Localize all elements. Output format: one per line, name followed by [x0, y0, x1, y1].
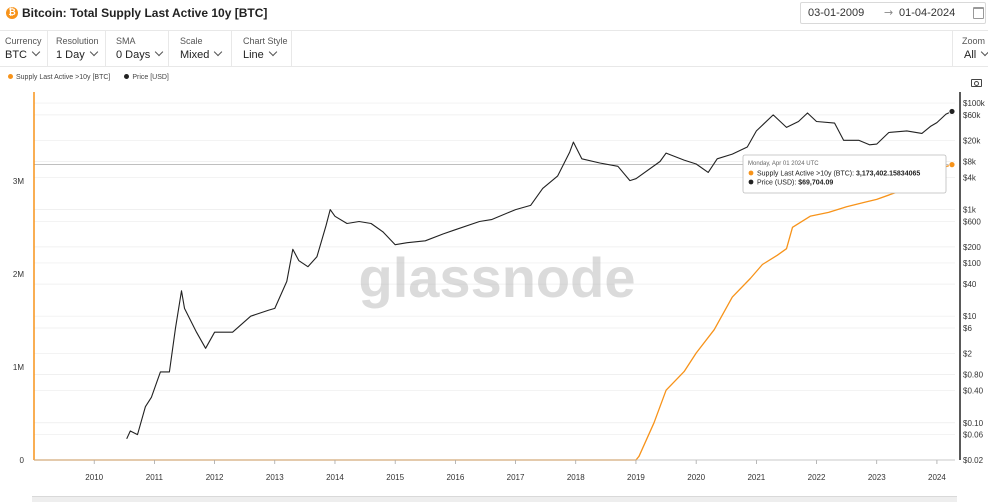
tooltip-line-price: Price (USD): $69,704.09 [757, 180, 833, 187]
x-axis-tick-label: 2019 [627, 473, 645, 482]
chevron-down-icon [980, 47, 988, 57]
series-line-price [126, 110, 953, 440]
tooltip-date: Monday, Apr 01 2024 UTC [748, 161, 819, 167]
x-axis-tick-label: 2016 [446, 473, 464, 482]
tooltip-price-label: Price (USD): [757, 180, 796, 187]
chevron-down-icon [89, 47, 98, 57]
right-axis-tick-label: $0.40 [963, 387, 984, 396]
date-range-picker[interactable]: 03-01-2009 → 01-04-2024 [800, 2, 986, 24]
tooltip-dot-price [748, 179, 754, 185]
left-axis-tick-label: 3M [13, 177, 24, 186]
title-bar: ₿ Bitcoin: Total Supply Last Active 10y … [0, 0, 988, 26]
legend-label-supply: Supply Last Active >10y [BTC] [16, 74, 111, 81]
calendar-icon[interactable] [973, 7, 984, 19]
legend-item-price[interactable]: Price [USD] [124, 74, 169, 81]
x-axis-tick-label: 2020 [687, 473, 705, 482]
bitcoin-logo-icon: ₿ [6, 7, 18, 19]
scale-label: Scale [180, 36, 203, 46]
tooltip: Monday, Apr 01 2024 UTC Supply Last Acti… [742, 154, 947, 194]
chevron-down-icon [268, 47, 278, 57]
right-axis-tick-label: $100k [963, 99, 986, 108]
page-title: Bitcoin: Total Supply Last Active 10y [B… [22, 6, 268, 20]
x-axis-tick-label: 2013 [266, 473, 284, 482]
right-axis-tick-label: $0.06 [963, 431, 984, 440]
x-axis-tick-label: 2010 [85, 473, 103, 482]
zoom-value: All [964, 47, 988, 61]
range-navigator[interactable] [32, 496, 957, 502]
legend-dot-price [124, 74, 130, 79]
x-axis-tick-label: 2021 [747, 473, 765, 482]
chart-controls: Currency BTC Resolution 1 Day SMA 0 Days… [0, 30, 988, 67]
right-axis-tick-label: $0.02 [963, 456, 984, 465]
right-axis-tick-label: $10 [963, 312, 977, 321]
right-axis-tick-label: $40 [963, 280, 977, 289]
resolution-label: Resolution [56, 36, 99, 46]
tooltip-dot-supply [748, 170, 754, 176]
chart-style-value: Line [243, 47, 278, 61]
right-axis-tick-label: $0.80 [963, 371, 984, 380]
x-axis-tick-label: 2015 [386, 473, 404, 482]
zoom-label: Zoom [962, 36, 986, 46]
chart-style-select[interactable]: Chart Style Line [238, 31, 292, 67]
x-axis-tick-label: 2018 [567, 473, 585, 482]
right-axis-tick-label: $100 [963, 259, 981, 268]
legend-item-supply[interactable]: Supply Last Active >10y [BTC] [8, 74, 110, 81]
tooltip-box [742, 154, 947, 194]
x-axis-tick-label: 2024 [928, 473, 946, 482]
watermark: glassnode [359, 246, 636, 309]
legend-dot-supply [8, 74, 13, 79]
x-axis-tick-label: 2023 [868, 473, 886, 482]
sma-value: 0 Days [116, 47, 164, 61]
x-axis-tick-label: 2012 [206, 473, 224, 482]
currency-select[interactable]: Currency BTC [0, 31, 48, 67]
right-axis-tick-label: $4k [963, 174, 977, 183]
chart-style-label: Chart Style [243, 36, 288, 46]
chevron-down-icon [155, 47, 164, 57]
date-start-input[interactable]: 03-01-2009 [808, 7, 865, 19]
x-axis-tick-label: 2017 [507, 473, 525, 482]
resolution-value: 1 Day [56, 47, 98, 61]
right-axis-tick-label: $8k [963, 158, 977, 167]
series-end-marker-supply [948, 161, 956, 169]
right-axis-tick-label: $2 [963, 349, 972, 358]
left-axis-tick-label: 2M [13, 270, 24, 279]
tooltip-price-value: $69,704.09 [798, 180, 833, 187]
right-axis-tick-label: $20k [963, 136, 981, 145]
series-end-marker-price [948, 108, 956, 115]
tooltip-supply-value: 3,173,402.15834065 [856, 171, 920, 178]
scale-select[interactable]: Scale Mixed [175, 31, 232, 67]
tooltip-supply-label: Supply Last Active >10y (BTC): [757, 171, 854, 178]
chart-area[interactable]: glassnode $0.02$0.06$0.10$0.40$0.80$2$6$… [0, 92, 988, 496]
chart-legend: Supply Last Active >10y [BTC] Price [USD… [8, 74, 181, 86]
date-end-input[interactable]: 01-04-2024 [899, 7, 956, 19]
left-axis-tick-label: 1M [13, 363, 24, 372]
sma-label: SMA [116, 36, 136, 46]
right-axis-tick-label: $6 [963, 324, 972, 333]
sma-select[interactable]: SMA 0 Days [111, 31, 169, 67]
arrow-right-icon: → [884, 6, 894, 19]
currency-value: BTC [5, 47, 41, 61]
currency-label: Currency [5, 36, 42, 46]
chevron-down-icon [31, 47, 41, 57]
right-axis-tick-label: $200 [963, 243, 981, 252]
left-axis-tick-label: 0 [20, 456, 25, 465]
right-axis-tick-label: $60k [963, 111, 981, 120]
camera-icon[interactable] [971, 79, 982, 87]
right-axis-tick-label: $1k [963, 206, 977, 215]
x-axis-tick-label: 2011 [146, 473, 164, 482]
chart-axes: $0.02 $0.06 $0.10 $0.40 $0.80 $2 $6 $10 $40 $100 $… [13, 92, 986, 482]
x-axis-tick-label: 2022 [808, 473, 826, 482]
chevron-down-icon [214, 47, 223, 57]
tooltip-line-supply: Supply Last Active >10y (BTC): 3,173,402… [757, 171, 920, 178]
right-axis-tick-label: $0.10 [963, 419, 984, 428]
x-axis-tick-label: 2014 [326, 473, 344, 482]
resolution-select[interactable]: Resolution 1 Day [51, 31, 106, 67]
scale-value: Mixed [180, 47, 223, 61]
zoom-select[interactable]: Zoom All [952, 31, 988, 67]
series-line-supply [34, 163, 953, 461]
right-axis-tick-label: $600 [963, 217, 981, 226]
legend-label-price: Price [USD] [132, 74, 169, 81]
